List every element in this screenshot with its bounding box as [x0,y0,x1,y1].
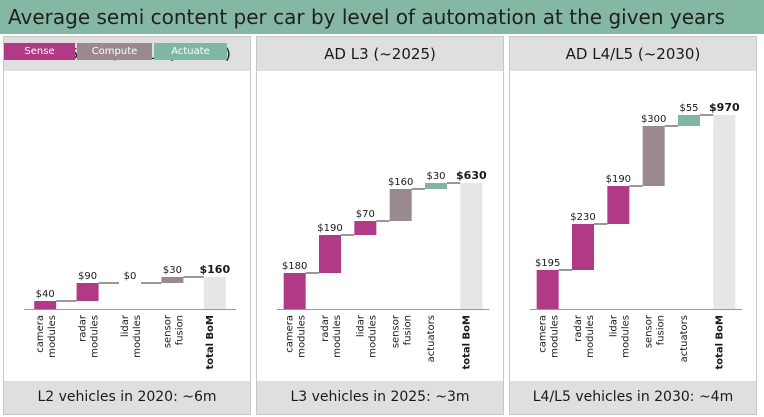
bar-2-5 [713,115,736,309]
bar-0-1 [76,283,99,301]
data-label: $300 [641,114,666,125]
bar-1-3 [389,189,412,221]
panel-title-l4l5: AD L4/L5 (~2030) [510,37,756,71]
data-label: $90 [78,271,97,282]
panel-l2: NCAP 5 Star/AD L2 (~2020) $40cameramodul… [3,36,251,415]
legend-actuate-label: Actuate [171,46,210,57]
category-label: fusion [656,315,667,345]
panel-footer-l3: L3 vehicles in 2025: ~3m [257,381,503,414]
bar-2-4 [678,115,700,126]
panel-title-l3: AD L3 (~2025) [257,37,503,71]
legend-sense-label: Sense [24,46,55,57]
data-label: $70 [356,209,375,220]
panel-footer-l4l5: L4/L5 vehicles in 2030: ~4m [510,381,756,414]
category-label: sensor [391,314,402,348]
category-label: sensor [162,314,173,348]
bar-2-2 [607,186,630,224]
category-label: camera [285,315,296,353]
category-label: fusion [403,315,414,345]
category-label: camera [35,315,46,353]
panel-footer-l2: L2 vehicles in 2020: ~6m [4,381,250,414]
data-label: $180 [282,261,307,272]
data-label: $160 [199,263,230,276]
category-label: radar [573,314,584,342]
bar-2-3 [642,126,665,186]
panel-l3: AD L3 (~2025) $180 camera modules $190 radar… [256,36,504,415]
category-label: modules [367,315,378,358]
category-label: total BoM [461,315,472,370]
category-label: modules [620,315,631,358]
data-label: $30 [163,265,182,276]
category-label: camera [538,315,549,353]
data-label: $230 [570,212,595,223]
data-label: $30 [426,171,445,182]
bar-0-4 [203,277,226,309]
category-label: modules [332,315,343,358]
category-label: actuators [426,315,437,362]
category-label: total BoM [205,315,216,370]
category-label: modules [47,315,58,358]
legend-compute-label: Compute [91,46,138,57]
bar-1-0 [283,273,306,309]
category-label: modules [585,315,596,358]
category-label: lidar [608,314,619,337]
data-label: $195 [535,258,560,269]
category-label: lidar [355,314,366,337]
legend-actuate: Actuate [154,43,227,60]
data-label: $190 [606,174,631,185]
data-label: $0 [124,271,137,282]
legend-compute: Compute [77,43,152,60]
category-label: lidar [120,314,131,337]
category-label: modules [297,315,308,358]
bar-1-5 [460,183,483,309]
category-label: actuators [679,315,690,362]
category-label: fusion [174,315,185,345]
category-label: radar [320,314,331,342]
category-label: modules [132,315,143,358]
chart-title: Average semi content per car by level of… [0,0,764,34]
data-label: $190 [317,223,342,234]
bar-2-0 [536,270,559,309]
data-label: $630 [456,169,487,182]
bar-0-3 [161,277,184,283]
category-label: sensor [644,314,655,348]
data-label: $970 [709,101,740,114]
data-label: $55 [679,103,698,114]
data-label: $160 [388,177,413,188]
category-label: total BoM [714,315,725,370]
bar-2-1 [572,224,594,270]
category-label: radar [78,314,89,342]
data-label: $40 [36,289,55,300]
bar-1-2 [354,221,377,235]
category-label: modules [550,315,561,358]
bar-1-4 [425,183,447,189]
bar-1-1 [319,235,341,273]
bar-0-0 [34,301,57,309]
category-label: modules [90,315,101,358]
legend-sense: Sense [4,43,75,60]
panel-l4l5: AD L4/L5 (~2030) $195 camera modules $230 ra… [509,36,757,415]
